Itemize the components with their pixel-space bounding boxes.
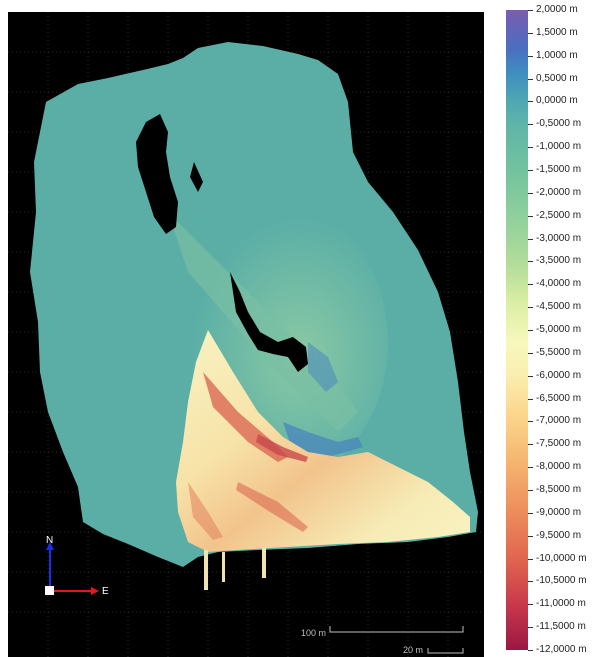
legend-label: 0,5000 m	[536, 73, 578, 84]
origin-marker	[45, 586, 54, 595]
legend-label: -3,0000 m	[536, 233, 582, 244]
legend-tick	[528, 216, 533, 217]
legend-tick	[528, 261, 533, 262]
legend-tick	[528, 284, 533, 285]
legend-tick	[528, 467, 533, 468]
legend-tick	[528, 33, 533, 34]
scalebars	[329, 626, 464, 654]
legend-tick	[528, 239, 533, 240]
legend-tick	[528, 101, 533, 102]
legend-label: -9,5000 m	[536, 530, 582, 541]
legend-label: -5,0000 m	[536, 324, 582, 335]
terrain-stub-2	[222, 552, 225, 582]
legend-label: -4,0000 m	[536, 278, 582, 289]
legend-label: -8,0000 m	[536, 461, 582, 472]
legend-label: -5,5000 m	[536, 347, 582, 358]
terrain-rise	[283, 422, 363, 457]
legend-label: -2,0000 m	[536, 187, 582, 198]
scalebar-small	[427, 648, 464, 654]
legend-label: -7,0000 m	[536, 415, 582, 426]
east-arrow-icon	[91, 587, 99, 595]
scalebar-large	[329, 626, 464, 633]
east-label: E	[102, 586, 109, 597]
legend-tick	[528, 79, 533, 80]
legend-tick	[528, 421, 533, 422]
legend-tick	[528, 559, 533, 560]
elevation-legend: 2,0000 m 1,5000 m 1,0000 m 0,5000 m 0,0000 m…	[498, 0, 593, 657]
legend-tick	[528, 330, 533, 331]
legend-label: -9,0000 m	[536, 507, 582, 518]
legend-tick	[528, 650, 533, 651]
terrain-deep-streak-2	[256, 434, 308, 462]
legend-label: -10,0000 m	[536, 553, 587, 564]
scalebar-large-label: 100 m	[301, 628, 327, 638]
terrain-ridge	[168, 212, 358, 432]
legend-tick	[528, 353, 533, 354]
legend-label: 1,5000 m	[536, 27, 578, 38]
legend-label: -10,5000 m	[536, 575, 587, 586]
legend-tick	[528, 604, 533, 605]
legend-label: -8,5000 m	[536, 484, 582, 495]
legend-tick	[528, 627, 533, 628]
terrain-void-3	[190, 162, 203, 192]
legend-label: -6,5000 m	[536, 393, 582, 404]
legend-label: -0,5000 m	[536, 118, 582, 129]
legend-tick	[528, 513, 533, 514]
legend-tick	[528, 147, 533, 148]
legend-tick	[528, 376, 533, 377]
legend-tick	[528, 10, 533, 11]
legend-tick	[528, 307, 533, 308]
terrain-void	[136, 114, 178, 234]
legend-label: -4,5000 m	[536, 301, 582, 312]
legend-tick	[528, 490, 533, 491]
legend-label: -6,0000 m	[536, 370, 582, 381]
legend-label: 1,0000 m	[536, 50, 578, 61]
legend-label: -12,0000 m	[536, 644, 587, 655]
legend-tick	[528, 170, 533, 171]
legend-label: -2,5000 m	[536, 210, 582, 221]
legend-colorbar	[506, 10, 528, 650]
legend-tick	[528, 536, 533, 537]
legend-label: -1,0000 m	[536, 141, 582, 152]
legend-tick	[528, 399, 533, 400]
axis-triad	[45, 542, 99, 595]
elevation-map	[8, 12, 484, 657]
legend-label: 2,0000 m	[536, 4, 578, 15]
legend-label: 0,0000 m	[536, 95, 578, 106]
legend-tick	[528, 444, 533, 445]
scalebar-small-label: 20 m	[403, 645, 424, 655]
terrain-void-2	[230, 272, 308, 372]
legend-label: -11,5000 m	[536, 621, 586, 632]
terrain-stub	[204, 550, 208, 590]
legend-tick	[528, 56, 533, 57]
map-viewport[interactable]: N E 100 m 20 m	[8, 12, 484, 657]
terrain-rise-2	[308, 342, 338, 392]
legend-tick	[528, 193, 533, 194]
legend-label: -7,5000 m	[536, 438, 582, 449]
legend-label: -11,0000 m	[536, 598, 586, 609]
legend-tick	[528, 581, 533, 582]
terrain-deep-streak-4	[188, 482, 223, 540]
north-arrow-icon	[46, 542, 54, 550]
legend-label: -1,5000 m	[536, 164, 582, 175]
terrain-stub-3	[262, 548, 266, 578]
terrain-deep-streak-3	[236, 482, 308, 532]
legend-label: -3,5000 m	[536, 255, 582, 266]
north-label: N	[46, 535, 54, 546]
legend-tick	[528, 124, 533, 125]
